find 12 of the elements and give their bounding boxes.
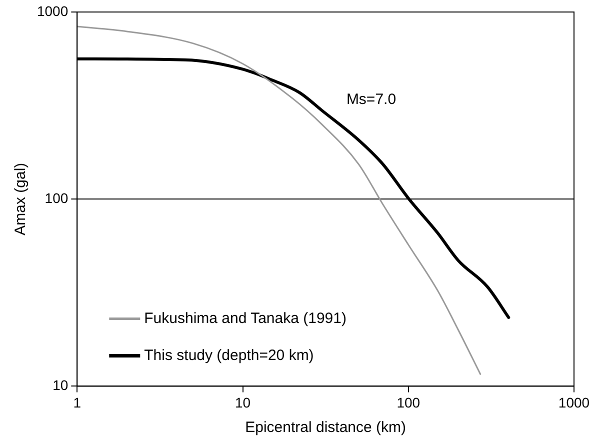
x-tick-label: 1000: [558, 394, 590, 410]
x-tick-label: 1: [73, 394, 82, 410]
x-axis-title: Epicentral distance (km): [245, 419, 406, 436]
x-tick-label: 10: [234, 394, 251, 410]
legend-label: Fukushima and Tanaka (1991): [144, 310, 347, 327]
y-tick-label: 1000: [36, 2, 68, 19]
legend-label: This study (depth=20 km): [144, 346, 314, 364]
y-axis-title: Amax (gal): [12, 162, 30, 236]
y-tick-label: 10: [52, 377, 68, 394]
annotation: Ms=7.0: [346, 91, 396, 108]
y-tick-label: 100: [44, 190, 68, 206]
x-tick-label: 100: [396, 394, 420, 410]
